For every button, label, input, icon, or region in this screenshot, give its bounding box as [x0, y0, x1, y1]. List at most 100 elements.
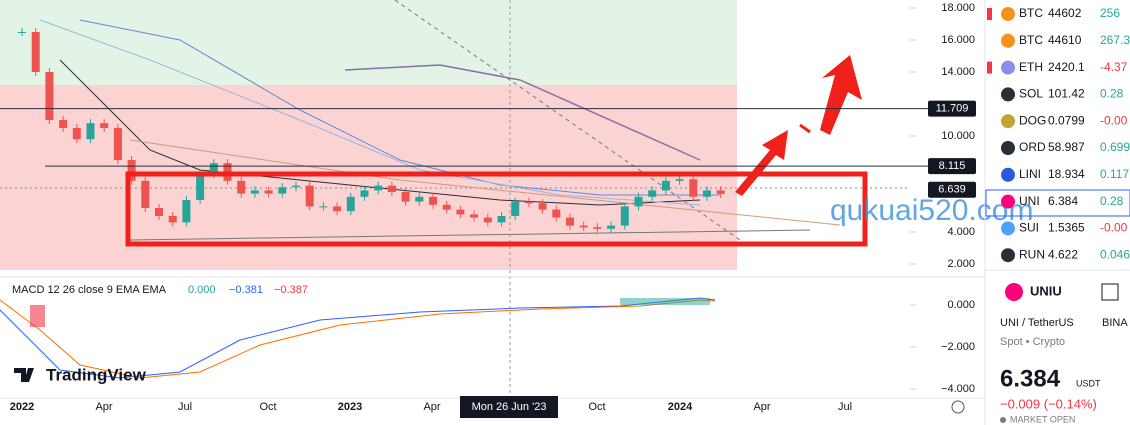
- watch-symbol[interactable]: ORD: [1019, 140, 1046, 154]
- flag: [987, 8, 992, 20]
- symbol-currency: USDT: [1076, 378, 1101, 388]
- watch-symbol[interactable]: DOG: [1019, 113, 1046, 127]
- watch-change: 0.117: [1100, 167, 1129, 181]
- price-tick-label: 10.000: [941, 130, 975, 142]
- candle: [716, 190, 725, 194]
- candle: [141, 180, 150, 208]
- price-marker-label: 11.709: [936, 103, 969, 115]
- arrow: [799, 123, 811, 134]
- watch-change: 267.3: [1100, 33, 1130, 47]
- candle: [634, 196, 643, 207]
- candle: [689, 179, 698, 197]
- trend-line: [129, 139, 841, 226]
- candle: [278, 187, 287, 194]
- time-label: Oct: [588, 401, 605, 413]
- selected-row: [985, 189, 1130, 217]
- watch-symbol[interactable]: LINI: [1019, 167, 1041, 181]
- watch-change: 0.699: [1100, 140, 1130, 154]
- watch-symbol[interactable]: BTC: [1019, 6, 1043, 20]
- watch-symbol[interactable]: SUI: [1019, 221, 1039, 235]
- grid-icon[interactable]: [1101, 283, 1119, 301]
- watermark: qukuai520.com: [830, 194, 1033, 227]
- symbol-icon: [1005, 283, 1023, 301]
- candle: [511, 201, 520, 216]
- watch-last: 0.0799: [1048, 113, 1085, 127]
- crosshair-box: [460, 396, 558, 418]
- coin-icon: [1001, 221, 1015, 236]
- candle: [209, 163, 218, 175]
- price-tick-label: 4.000: [947, 226, 975, 238]
- candle: [250, 190, 259, 194]
- green-zone: [0, 0, 737, 85]
- candle: [264, 190, 273, 194]
- crosshair-label: Mon 26 Jun '23: [472, 401, 547, 413]
- watch-change: 0.28: [1100, 194, 1124, 208]
- ma-line: [344, 64, 701, 161]
- trend-dashed: [394, 0, 741, 241]
- candle: [415, 196, 424, 202]
- candle: [319, 206, 328, 208]
- time-label: Oct: [259, 401, 276, 413]
- time-label: Apr: [423, 401, 440, 413]
- candle: [442, 204, 451, 210]
- watch-symbol[interactable]: BTC: [1019, 33, 1043, 47]
- time-label: 2024: [668, 401, 693, 413]
- symbol-price: 6.384: [1000, 365, 1061, 392]
- candle: [470, 214, 479, 218]
- price-marker-box: [928, 181, 976, 198]
- symbol-name[interactable]: UNIU: [1030, 283, 1062, 298]
- watch-symbol[interactable]: RUN: [1019, 247, 1045, 261]
- arrow: [820, 55, 862, 135]
- macd-value: −0.387: [274, 284, 308, 296]
- watch-change: 0.046: [1100, 247, 1130, 261]
- coin-icon: [1001, 87, 1015, 102]
- candle: [346, 196, 355, 212]
- candle: [155, 208, 163, 216]
- watch-change: -4.37: [1100, 60, 1128, 74]
- watch-symbol[interactable]: UNI: [1019, 194, 1040, 208]
- coin-icon: [1001, 7, 1015, 21]
- candle: [648, 190, 657, 197]
- macd-value: −0.381: [229, 284, 263, 296]
- candle: [703, 190, 711, 197]
- coin-icon: [1001, 114, 1015, 129]
- ma-line: [79, 19, 720, 196]
- price-tick-label: 14.000: [941, 66, 975, 78]
- watch-last: 101.42: [1048, 87, 1085, 101]
- macd-tick-label: 0.000: [947, 299, 975, 311]
- watch-change: -0.00: [1100, 221, 1128, 235]
- candle: [579, 225, 588, 228]
- symbol-pair: UNI / TetherUS: [1000, 317, 1074, 329]
- candle: [524, 201, 533, 204]
- candle: [456, 209, 465, 215]
- watch-change: -0.00: [1100, 113, 1128, 127]
- watch-last: 1.5365: [1048, 221, 1085, 235]
- watch-last: 18.934: [1048, 167, 1085, 181]
- symbol-change: −0.009 (−0.14%): [1000, 396, 1097, 411]
- candle: [552, 209, 561, 218]
- candle: [483, 217, 492, 223]
- watch-symbol[interactable]: SOL: [1019, 87, 1043, 101]
- candle: [100, 123, 109, 128]
- candle: [566, 217, 574, 226]
- candle: [182, 200, 191, 223]
- watch-change: 256: [1100, 6, 1120, 20]
- candle: [237, 180, 246, 194]
- macd-histogram: [620, 298, 710, 305]
- coin-icon: [1001, 248, 1015, 263]
- coin-icon: [1001, 167, 1015, 182]
- time-label: 2022: [10, 401, 34, 413]
- candle: [661, 180, 670, 191]
- ma-line: [39, 19, 701, 206]
- candle: [401, 192, 410, 202]
- watch-last: 6.384: [1048, 194, 1078, 208]
- candle: [429, 196, 437, 205]
- watch-symbol[interactable]: ETH: [1019, 60, 1043, 74]
- macd-tick-label: −4.000: [941, 383, 975, 395]
- price-marker-label: 8.115: [939, 160, 966, 172]
- watch-last: 58.987: [1048, 140, 1085, 154]
- settings-icon[interactable]: [951, 400, 965, 414]
- watch-last: 4.622: [1048, 247, 1078, 261]
- candle: [374, 185, 383, 191]
